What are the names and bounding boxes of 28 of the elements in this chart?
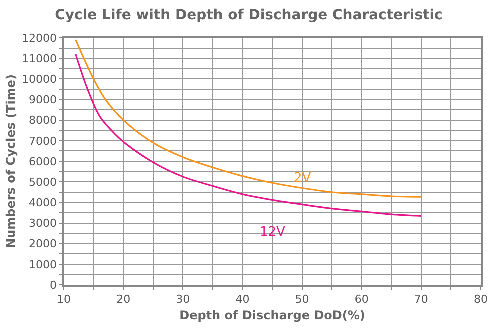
x-tick-label: 30 bbox=[176, 292, 190, 306]
x-tick-label: 20 bbox=[116, 292, 131, 306]
y-tick-label: 8000 bbox=[29, 114, 58, 128]
x-tick-label: 10 bbox=[57, 292, 71, 306]
line-series bbox=[75, 54, 422, 218]
y-tick-label: 9000 bbox=[29, 94, 58, 107]
y-tick-label: 3000 bbox=[29, 217, 58, 230]
series-label: 12V bbox=[260, 225, 286, 240]
x-tick-label: 80 bbox=[474, 292, 488, 306]
series-label: 2V bbox=[294, 171, 312, 186]
y-tick-label: 7000 bbox=[29, 134, 58, 148]
y-tick-label: 11000 bbox=[22, 52, 58, 66]
line-series bbox=[75, 39, 422, 198]
chart-title: Cycle Life with Depth of Discharge Characteristic bbox=[55, 8, 443, 24]
y-tick-label: 5000 bbox=[29, 176, 58, 189]
x-tick-label: 40 bbox=[236, 292, 250, 306]
y-tick-label: 0 bbox=[50, 278, 58, 292]
x-axis-title: Depth of Discharge DoD(%) bbox=[180, 308, 366, 322]
y-tick-label: 10000 bbox=[22, 73, 58, 86]
y-tick-label: 6000 bbox=[29, 155, 58, 168]
x-tick-label: 50 bbox=[295, 292, 310, 306]
x-tick-label: 60 bbox=[354, 292, 369, 306]
y-tick-label: 2000 bbox=[29, 238, 58, 251]
y-tick-label: 12000 bbox=[22, 32, 58, 45]
x-tick-label: 70 bbox=[414, 292, 428, 306]
y-tick-label: 4000 bbox=[29, 196, 58, 210]
y-axis-title: Numbers of Cycles (Time) bbox=[4, 74, 18, 248]
y-tick-label: 1000 bbox=[29, 258, 58, 272]
